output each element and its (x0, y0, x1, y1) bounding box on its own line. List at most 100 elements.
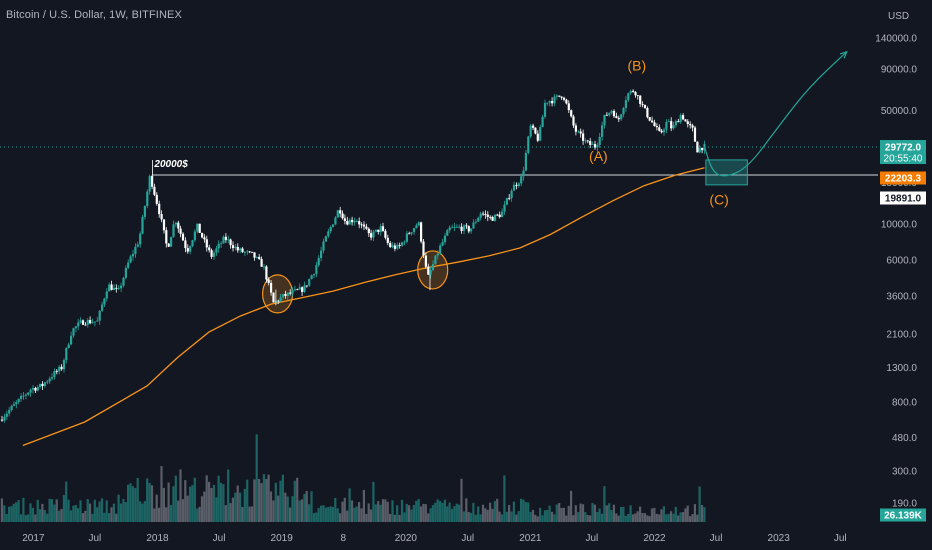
volume-bar (79, 500, 82, 522)
candle-body (446, 230, 449, 236)
volume-bar (217, 475, 220, 522)
candle-body (420, 222, 423, 242)
volume-bar (662, 506, 665, 522)
candle-body (143, 206, 146, 217)
candle-body (524, 152, 527, 171)
candle-body (348, 219, 351, 225)
candle-body (579, 131, 582, 134)
candle-body (167, 243, 170, 247)
candle-body (320, 250, 323, 259)
time-tick-label: 2023 (768, 533, 791, 544)
volume-bar (262, 474, 265, 522)
volume-bar (331, 506, 334, 522)
volume-bar (36, 499, 39, 522)
candle-body (496, 214, 499, 216)
volume-bar (339, 513, 342, 522)
time-axis: 2017 Jul 2018 Jul 2019 8 2020 Jul 2021 Jul 2022 Jul… (22, 533, 846, 544)
volume-bar (443, 499, 446, 522)
candle-body (543, 102, 547, 117)
volume-bar (124, 502, 127, 522)
level-value-badge-text: 19891.0 (885, 194, 922, 205)
candle-body (48, 378, 51, 382)
volume-bar (169, 505, 173, 522)
candle-body (208, 247, 211, 251)
candle-body (498, 214, 501, 217)
volume-bar (667, 513, 670, 522)
volume-bar (343, 497, 346, 522)
candle-body (224, 236, 227, 240)
volume-bar (193, 477, 196, 522)
volume-bar (8, 506, 11, 522)
volume-bar (400, 499, 404, 522)
candle-body (536, 133, 539, 141)
candle-body (81, 320, 85, 325)
candle-body (236, 246, 239, 251)
candle-body (584, 140, 587, 142)
volume-bar (215, 497, 218, 522)
volume-bar (489, 502, 492, 522)
candle-body (372, 231, 375, 238)
candle-body (389, 242, 392, 247)
candle-body (665, 122, 668, 130)
volume-bar (469, 512, 473, 522)
candle-body (648, 117, 651, 121)
candle-body (489, 216, 492, 218)
volume-bar (348, 488, 351, 522)
candle-body (479, 213, 482, 218)
volume-bar (391, 500, 394, 522)
volume-bar (241, 507, 244, 522)
candle-body (215, 248, 218, 253)
volume-bar (98, 501, 101, 522)
candle-body (603, 114, 606, 126)
volume-bar (658, 514, 661, 522)
volume-bar (527, 502, 530, 522)
volume-bar (524, 501, 527, 522)
candle-body (453, 227, 456, 228)
candle-body (396, 245, 399, 249)
volume-bar (69, 510, 73, 522)
volume-bar (696, 514, 699, 522)
volume-bar (155, 494, 158, 522)
candle-body (220, 243, 223, 245)
candle-body (355, 221, 358, 222)
candle-body (160, 214, 163, 220)
level-value-badge: 19891.0 (880, 191, 926, 205)
candle-body (189, 246, 192, 252)
candle-body (427, 266, 430, 275)
candle-body (93, 321, 96, 323)
volume-bar (427, 513, 430, 522)
price-tick-label: 190.0 (892, 499, 917, 510)
volume-bar (410, 509, 413, 522)
candle-body (667, 121, 670, 123)
candle-body (451, 227, 454, 229)
volume-bar (260, 483, 263, 522)
chart-title: Bitcoin / U.S. Dollar, 1W, BITFINEX (6, 9, 182, 21)
volume-bar (296, 477, 299, 522)
volume-bar (367, 503, 370, 522)
volume-bar (379, 504, 382, 522)
volume-bar (143, 501, 146, 522)
volume-bar (698, 486, 701, 522)
candle-body (341, 213, 344, 219)
candle-body (351, 219, 354, 223)
candle-body (462, 225, 466, 231)
volume-bar (396, 505, 399, 522)
volume-bar (577, 512, 580, 522)
candle-body (674, 121, 677, 126)
candle-body (255, 257, 258, 258)
volume-bar (627, 513, 630, 522)
volume-bar (298, 500, 301, 522)
candle-body (658, 127, 661, 131)
volume-bar (227, 469, 230, 522)
volume-bar (231, 497, 234, 522)
volume-bar (496, 498, 499, 522)
candle-body (310, 275, 313, 280)
candle-body (370, 233, 373, 238)
volume-bar (131, 486, 134, 522)
time-tick-label: Jul (89, 533, 102, 544)
candle-body (20, 395, 23, 399)
candle-body (567, 103, 570, 111)
volume-bar (284, 492, 287, 522)
